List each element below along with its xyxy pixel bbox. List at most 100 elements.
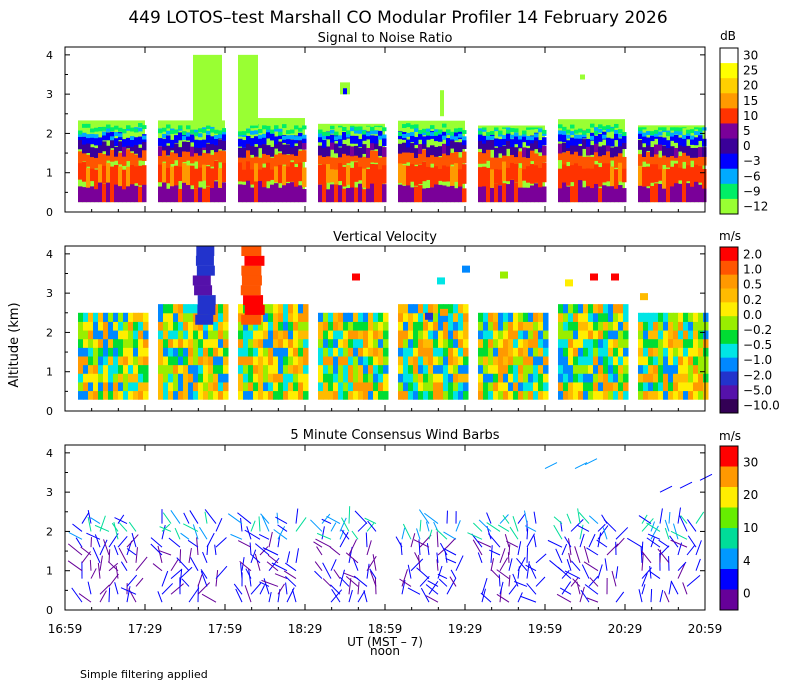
snr-cell <box>142 165 147 185</box>
wind-barb <box>615 537 625 548</box>
vv-cell <box>244 255 265 266</box>
vv-cell <box>358 330 364 340</box>
snr-cell <box>82 143 87 154</box>
snr-cell <box>210 168 215 189</box>
vv-cell <box>358 390 364 400</box>
snr-cell <box>330 162 335 183</box>
snr-cell <box>266 130 271 139</box>
vv-image-plot <box>78 246 709 400</box>
vv-cell <box>358 356 364 366</box>
wind-barb <box>113 544 119 556</box>
vv-cell <box>98 356 104 366</box>
snr-cell <box>298 161 303 182</box>
vv-cell <box>478 364 484 374</box>
vv-cell <box>513 330 519 340</box>
vv-cell <box>283 373 289 383</box>
vv-cell <box>513 356 519 366</box>
vv-cell <box>423 373 429 383</box>
snr-cell <box>398 151 403 164</box>
vv-cell <box>118 381 124 392</box>
vv-cell <box>643 390 649 400</box>
snr-cell <box>90 156 95 169</box>
vv-cell <box>453 321 459 331</box>
snr-cell <box>570 124 575 129</box>
vv-cell <box>528 330 534 340</box>
vv-cell <box>678 321 684 331</box>
snr-cell <box>518 135 523 140</box>
wind-barb <box>410 533 416 548</box>
vv-cell <box>663 312 669 322</box>
vv-cell <box>573 364 579 374</box>
snr-cell <box>250 138 255 146</box>
vv-cell <box>158 304 164 314</box>
vv-cell <box>668 364 674 374</box>
snr-cell <box>498 143 503 154</box>
wind-barb <box>581 564 590 579</box>
vv-cell <box>78 321 84 331</box>
snr-cell <box>238 54 258 126</box>
vv-cell <box>178 381 184 392</box>
snr-cell <box>262 151 267 164</box>
snr-cell <box>298 127 303 132</box>
vv-cell <box>383 364 389 374</box>
snr-cell <box>258 137 263 146</box>
vv-cell <box>443 381 449 392</box>
vv-cell <box>563 390 569 400</box>
snr-cell <box>90 136 95 145</box>
snr-cell <box>246 149 251 162</box>
vv-cell <box>508 364 514 374</box>
wind-barb <box>126 586 131 603</box>
snr-cell <box>134 128 139 133</box>
vv-cell <box>268 373 274 383</box>
vv-cell <box>658 356 664 366</box>
vv-cell <box>663 390 669 400</box>
snr-cell <box>442 185 447 203</box>
vv-cell <box>208 356 214 366</box>
snr-cell <box>426 147 431 158</box>
wind-barb <box>115 565 119 579</box>
wind-barb <box>170 558 179 571</box>
snr-cell <box>174 148 179 161</box>
snr-cell <box>282 124 287 129</box>
wind-barb <box>99 555 103 571</box>
snr-cell <box>178 161 183 182</box>
snr-cell <box>590 168 595 189</box>
wind-barb <box>262 547 279 556</box>
snr-cell <box>534 163 539 183</box>
colorbar-frame <box>719 47 739 215</box>
vv-cell <box>448 381 454 392</box>
wind-barb <box>647 533 661 540</box>
snr-cell <box>274 154 279 167</box>
snr-cell <box>182 150 187 162</box>
vv-cell <box>688 321 694 331</box>
wind-barb <box>204 509 217 524</box>
snr-cell <box>222 133 227 141</box>
snr-cell <box>494 157 499 170</box>
vv-cell <box>588 364 594 374</box>
vv-cell <box>197 295 216 306</box>
wind-barb <box>564 570 581 580</box>
vv-cell <box>493 312 499 322</box>
snr-cell <box>590 123 595 128</box>
snr-cell <box>298 139 303 150</box>
wind-barb <box>670 530 688 540</box>
colorbar-label: 2.0 <box>743 248 762 262</box>
snr-cell <box>502 137 507 146</box>
snr-cell <box>278 187 283 203</box>
vv-cell <box>113 312 119 322</box>
vv-cell <box>503 347 509 357</box>
snr-cell <box>166 188 171 203</box>
snr-cell <box>454 188 459 203</box>
snr-cell <box>290 144 295 155</box>
snr-cell <box>438 184 443 203</box>
snr-cell <box>370 135 375 144</box>
wind-barb <box>161 524 166 540</box>
snr-cell <box>214 129 219 134</box>
snr-cell <box>610 138 615 147</box>
snr-cell <box>250 157 255 170</box>
vv-cell <box>688 330 694 340</box>
vv-cell <box>323 330 329 340</box>
snr-cell <box>646 151 651 164</box>
vv-cell <box>433 364 439 374</box>
snr-cell <box>418 131 423 140</box>
